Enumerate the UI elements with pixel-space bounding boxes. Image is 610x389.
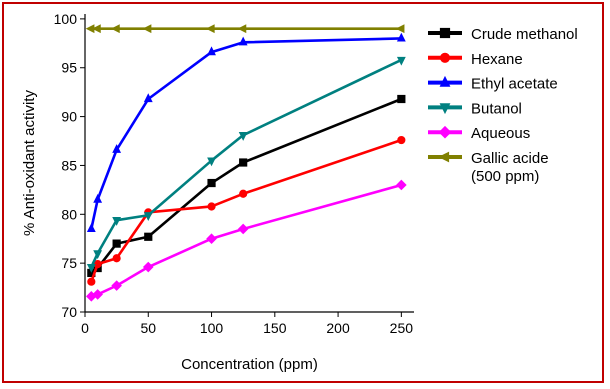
data-point (238, 36, 248, 46)
legend-label: Butanol (471, 100, 522, 117)
data-point (207, 157, 216, 167)
data-point (112, 254, 121, 263)
data-point (142, 24, 152, 34)
legend-label: Hexane (471, 51, 523, 68)
data-point (397, 94, 406, 104)
data-point (397, 135, 406, 145)
data-point (396, 179, 407, 191)
x-axis: 0 50 100 150 200 250 (81, 312, 413, 336)
data-point (395, 24, 405, 34)
y-tick-label: 70 (61, 304, 77, 320)
legend-label: (500 ppm) (471, 168, 539, 185)
legend-marker (439, 52, 451, 63)
x-tick-label: 250 (390, 320, 414, 336)
data-point (142, 261, 154, 273)
data-point (238, 132, 248, 141)
data-point (111, 280, 122, 291)
x-axis-title: Concentration (ppm) (181, 356, 318, 373)
legend-label: Gallic acide (471, 150, 549, 167)
legend-item: Hexane (428, 51, 523, 68)
y-tick-label: 100 (54, 11, 78, 27)
legend-item: Butanol (428, 100, 522, 117)
legend-item: Aqueous (428, 125, 530, 142)
data-point (112, 239, 121, 248)
y-axis-title: % Anti-oxidant activity (21, 90, 38, 236)
data-point (237, 223, 249, 235)
data-point (112, 217, 122, 226)
x-tick-label: 50 (140, 320, 156, 336)
series-layer (85, 24, 407, 302)
series-gallic-acide-500-ppm (85, 24, 405, 34)
data-point (110, 24, 120, 34)
legend-marker (439, 75, 451, 87)
legend-marker (439, 103, 451, 115)
series-line (90, 97, 402, 274)
x-tick-label: 0 (81, 320, 89, 336)
legend-item: Ethyl acetate (428, 76, 558, 93)
data-point (206, 233, 217, 245)
data-point (237, 24, 247, 34)
series-line (90, 183, 402, 298)
y-axis: 70 75 80 85 90 95 100 (54, 11, 85, 320)
series-butanol (86, 56, 406, 273)
data-point (207, 202, 216, 211)
data-point (86, 223, 96, 233)
x-tick-label: 100 (200, 320, 224, 336)
legend-label: Ethyl acetate (471, 76, 558, 93)
data-point (93, 250, 103, 260)
data-point (92, 289, 103, 300)
data-point (396, 56, 406, 66)
legend: Crude methanol Hexane Ethyl acetate Butanol… (428, 26, 578, 185)
legend-label: Aqueous (471, 125, 530, 142)
data-point (87, 277, 96, 286)
data-point (86, 263, 96, 273)
data-point (205, 24, 215, 34)
line-chart: 0 50 100 150 200 250 70 75 80 85 90 95 100 Concentr… (21, 11, 578, 373)
legend-item: Gallic acide(500 ppm) (428, 150, 549, 185)
data-point (144, 232, 153, 241)
data-point (143, 93, 153, 103)
data-point (239, 158, 248, 167)
x-tick-label: 150 (263, 320, 287, 336)
data-point (396, 32, 406, 42)
x-tick-label: 200 (326, 320, 350, 336)
series-ethyl-acetate (86, 32, 406, 233)
data-point (207, 46, 216, 56)
data-point (239, 189, 248, 198)
legend-item: Crude methanol (428, 26, 578, 43)
data-point (207, 178, 216, 188)
plot-area (84, 14, 414, 313)
series-crude-methanol (87, 94, 406, 278)
y-tick-label: 80 (61, 206, 77, 222)
data-point (112, 144, 122, 153)
y-tick-label: 95 (61, 60, 77, 76)
figure-frame: 0 50 100 150 200 250 70 75 80 85 90 95 100 Concentr… (2, 2, 604, 383)
data-point (91, 24, 101, 34)
y-tick-label: 85 (61, 157, 77, 173)
legend-label: Crude methanol (471, 26, 578, 43)
legend-marker (438, 125, 452, 139)
y-tick-label: 75 (61, 255, 77, 271)
data-point (143, 212, 153, 221)
legend-marker (438, 151, 450, 163)
data-point (93, 193, 103, 203)
legend-marker (439, 27, 451, 39)
series-aqueous (86, 179, 407, 302)
y-tick-label: 90 (61, 109, 77, 125)
